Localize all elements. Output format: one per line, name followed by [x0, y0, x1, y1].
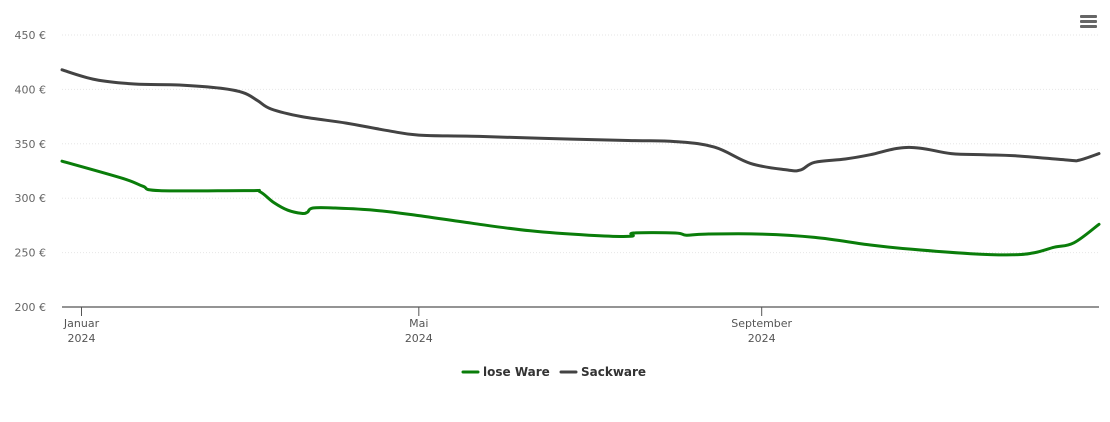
x-tick-year-label: 2024 [748, 332, 776, 345]
grid [62, 34, 1099, 254]
legend-item-sackware[interactable]: Sackware [559, 365, 646, 379]
x-tick-label: Januar [63, 317, 100, 330]
y-tick-label: 250 € [15, 247, 47, 260]
chart-menu-button[interactable] [1072, 8, 1104, 34]
y-tick-label: 350 € [15, 138, 47, 151]
x-tick-year-label: 2024 [405, 332, 433, 345]
y-tick-label: 200 € [15, 301, 47, 314]
y-tick-label: 300 € [15, 192, 47, 205]
y-tick-label: 400 € [15, 83, 47, 96]
series-lines [60, 68, 1101, 257]
series-line-lose-ware [60, 159, 1101, 257]
legend-label: Sackware [581, 365, 646, 379]
hamburger-menu-icon [1080, 15, 1097, 28]
legend-label: lose Ware [483, 365, 550, 379]
x-tick-label: Mai [409, 317, 428, 330]
axes: 200 € 250 € 300 € 350 € 400 € 450 € Januar 2024… [15, 29, 1099, 345]
x-tick-label: September [731, 317, 792, 330]
legend[interactable]: lose Ware Sackware [461, 365, 646, 379]
legend-item-lose-ware[interactable]: lose Ware [461, 365, 550, 379]
y-tick-label: 450 € [15, 29, 47, 42]
series-line-sackware [60, 68, 1101, 173]
x-tick-year-label: 2024 [68, 332, 96, 345]
